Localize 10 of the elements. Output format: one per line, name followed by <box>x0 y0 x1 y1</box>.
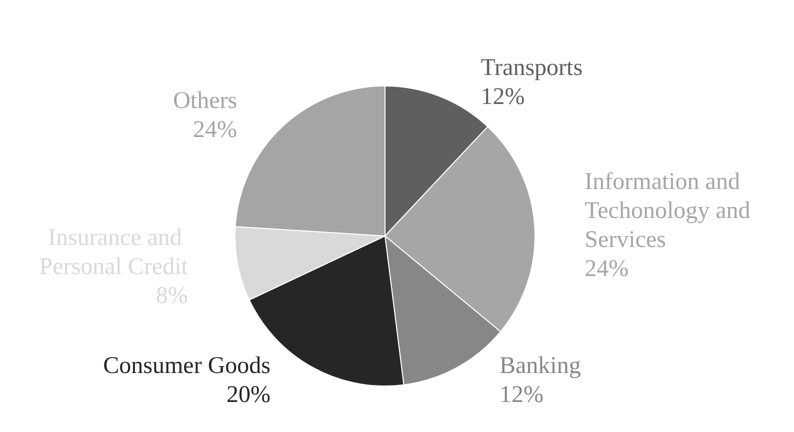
data-label: 12% <box>480 84 525 110</box>
slice-label: Transports <box>480 55 583 82</box>
data-label: 24% <box>193 117 238 144</box>
slice-label: Information and Techonology and Services <box>584 169 756 254</box>
data-label: 20% <box>226 382 271 408</box>
slice-label: Consumer Goods <box>103 353 271 380</box>
data-label: 12% <box>499 382 544 408</box>
slice-label: Banking <box>499 353 581 380</box>
data-label: 24% <box>584 256 629 282</box>
slice-label: Others <box>173 88 238 114</box>
